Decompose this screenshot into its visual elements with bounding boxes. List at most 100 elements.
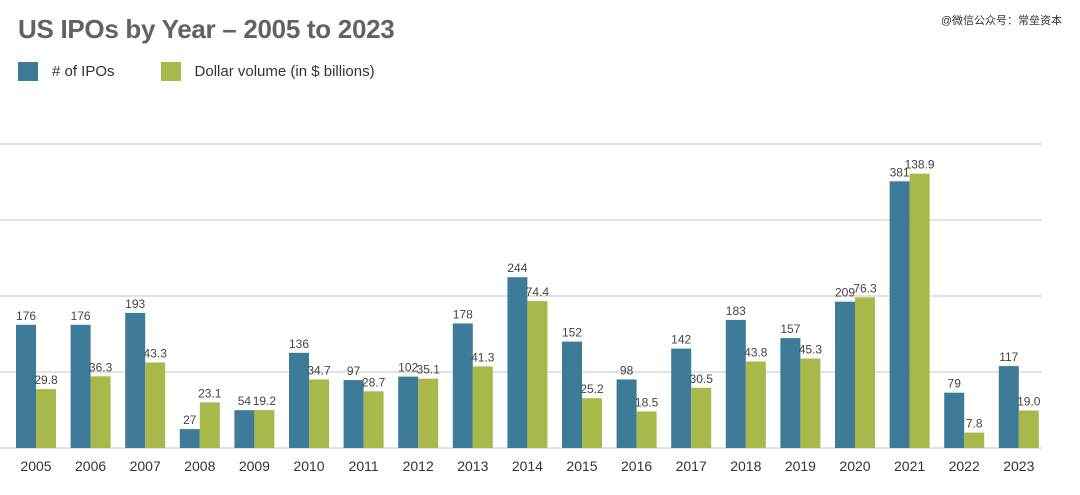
bar-volume	[472, 366, 493, 448]
x-tick-label: 2006	[75, 458, 106, 474]
data-label-ipos: 79	[948, 377, 962, 391]
data-label-volume: 19.0	[1017, 394, 1041, 408]
data-label-volume: 41.3	[471, 350, 495, 364]
data-label-volume: 76.3	[853, 281, 877, 295]
x-tick-label: 2005	[20, 458, 51, 474]
year-group: 98 18.5 2016	[616, 363, 659, 474]
data-label-volume: 18.5	[635, 395, 659, 409]
legend-swatch-volume	[160, 62, 181, 81]
year-group: 183 43.8 2018	[726, 304, 768, 474]
x-tick-label: 2018	[730, 458, 761, 474]
bar-ipos	[234, 410, 255, 448]
bar-volume	[1018, 410, 1039, 448]
legend-swatch-ipos	[18, 62, 38, 81]
data-label-volume: 43.3	[144, 346, 168, 360]
data-label-volume: 30.5	[690, 372, 714, 386]
bar-volume	[418, 378, 439, 448]
x-tick-label: 2019	[785, 458, 816, 474]
bar-volume	[582, 398, 602, 448]
legend-label-volume: Dollar volume (in $ billions)	[194, 63, 375, 80]
data-label-ipos: 193	[125, 297, 145, 311]
bar-volume	[145, 362, 166, 448]
data-label-ipos: 97	[347, 364, 361, 378]
data-label-ipos: 178	[453, 307, 473, 321]
bar-volume	[855, 297, 875, 448]
year-group: 54 19.2 2009	[234, 394, 276, 474]
bar-volume	[909, 173, 930, 449]
chart-title: US IPOs by Year – 2005 to 2023	[18, 14, 395, 44]
data-label-ipos: 98	[620, 363, 634, 377]
data-label-volume: 19.2	[253, 394, 277, 408]
bar-volume	[636, 411, 657, 448]
year-group: 152 25.2 2015	[562, 326, 604, 474]
bar-ipos	[780, 338, 801, 448]
year-group: 142 30.5 2017	[671, 333, 713, 474]
data-label-ipos: 176	[71, 309, 91, 323]
x-tick-label: 2015	[566, 458, 597, 474]
bar-volume	[254, 410, 275, 448]
bar-volume	[90, 376, 111, 448]
bar-ipos	[16, 324, 36, 448]
data-label-ipos: 176	[16, 309, 36, 323]
data-label-ipos: 183	[726, 304, 746, 318]
x-tick-label: 2014	[512, 458, 543, 474]
bar-ipos	[998, 366, 1019, 448]
bar-ipos	[671, 348, 692, 448]
bar-ipos	[562, 341, 582, 448]
x-tick-label: 2016	[621, 458, 652, 474]
data-label-volume: 35.1	[417, 363, 441, 377]
x-tick-label: 2013	[457, 458, 488, 474]
bar-volume	[36, 389, 56, 448]
data-label-ipos: 157	[780, 322, 800, 336]
x-tick-label: 2011	[349, 458, 379, 474]
bar-ipos	[616, 379, 637, 448]
watermark-text: @微信公众号：常垒资本	[940, 15, 1062, 27]
year-group: 157 45.3 2019	[780, 322, 822, 474]
year-group: 117 19.0 2023	[998, 350, 1041, 474]
legend-item-volume: Dollar volume (in $ billions)	[160, 62, 375, 81]
data-label-volume: 34.7	[307, 363, 331, 377]
x-tick-label: 2017	[676, 458, 707, 474]
bar-ipos	[70, 324, 91, 448]
x-tick-label: 2012	[403, 458, 434, 474]
bar-ipos	[835, 301, 855, 448]
data-label-ipos: 54	[238, 394, 252, 408]
bar-volume	[964, 432, 985, 448]
year-group: 176 36.3 2006	[71, 309, 113, 474]
x-tick-label: 2020	[839, 458, 870, 474]
data-label-ipos: 117	[999, 350, 1018, 364]
bar-ipos	[343, 380, 364, 448]
bar-ipos	[289, 352, 309, 448]
data-label-ipos: 152	[562, 326, 582, 340]
legend-label-ipos: # of IPOs	[52, 63, 115, 80]
data-label-volume: 43.8	[744, 345, 768, 359]
x-tick-label: 2009	[239, 458, 270, 474]
data-label-volume: 29.8	[34, 373, 58, 387]
x-tick-label: 2023	[1003, 458, 1034, 474]
bar-volume	[691, 387, 712, 448]
bar-ipos	[507, 277, 528, 448]
bar-volume	[745, 361, 766, 448]
x-tick-label: 2022	[949, 458, 980, 474]
bar-volume	[800, 358, 821, 448]
data-label-ipos: 27	[183, 413, 197, 427]
data-label-volume: 138.9	[905, 158, 935, 172]
data-label-ipos: 136	[289, 337, 309, 351]
data-label-volume: 74.4	[526, 285, 550, 299]
bar-volume	[309, 379, 329, 448]
data-label-volume: 45.3	[799, 343, 823, 357]
bar-volume	[199, 402, 220, 448]
year-group: 136 34.7 2010	[289, 337, 331, 474]
bar-ipos	[452, 323, 473, 448]
year-group: 176 29.8 2005	[16, 309, 58, 474]
bar-ipos	[398, 376, 419, 448]
data-label-volume: 23.1	[198, 386, 222, 400]
year-group: 79 7.8 2022	[944, 377, 985, 474]
year-group: 178 41.3 2013	[453, 307, 495, 474]
data-label-ipos: 244	[507, 261, 527, 275]
